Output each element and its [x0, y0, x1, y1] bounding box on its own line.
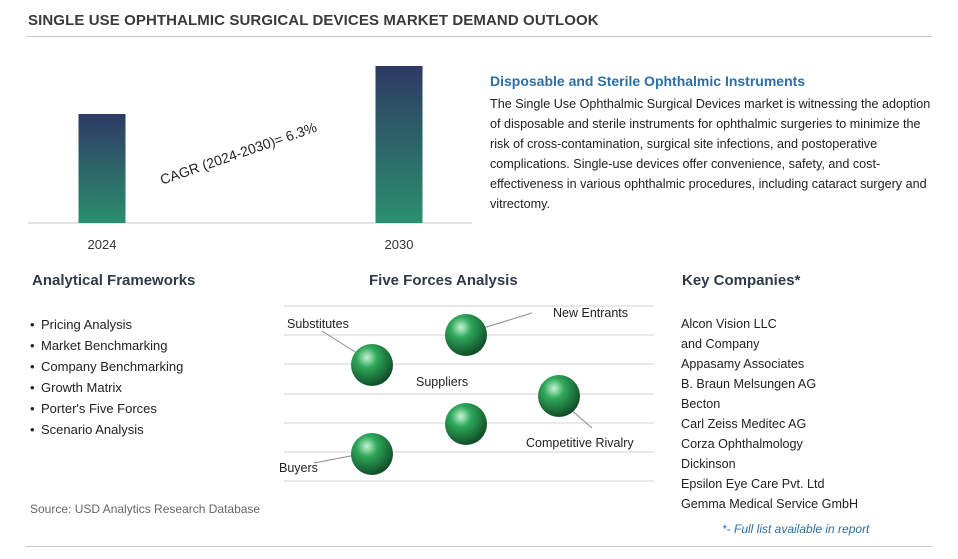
full-list-note: *- Full list available in report — [722, 522, 870, 536]
list-item: Dickinson — [681, 457, 736, 471]
header-divider — [26, 36, 932, 37]
list-item: Porter's Five Forces — [30, 398, 183, 419]
companies-heading: Key Companies* — [682, 272, 801, 289]
forces-gridlines — [284, 305, 654, 482]
list-item: Company Benchmarking — [30, 356, 183, 377]
x-tick-label: 2024 — [88, 237, 117, 252]
footer-divider — [26, 546, 932, 547]
competitive-rivalry-label: Competitive Rivalry — [526, 436, 634, 450]
list-item: Gemma Medical Service GmbH — [681, 497, 859, 511]
buyers-sphere — [351, 433, 393, 475]
description-body: The Single Use Ophthalmic Surgical Devic… — [490, 97, 931, 211]
growth-bar-chart: 2024 2030 CAGR (2024-2030)= 6.3% — [28, 66, 472, 252]
suppliers-label: Suppliers — [416, 375, 468, 389]
list-item: Carl Zeiss Meditec AG — [681, 417, 807, 431]
page-title: SINGLE USE OPHTHALMIC SURGICAL DEVICES M… — [28, 12, 599, 29]
five-forces-heading: Five Forces Analysis — [369, 272, 518, 289]
new-entrants-sphere — [445, 314, 487, 356]
buyers-label: Buyers — [279, 461, 318, 475]
substitutes-sphere — [351, 344, 393, 386]
list-item: Epsilon Eye Care Pvt. Ltd — [681, 477, 825, 491]
list-item: Becton — [681, 397, 721, 411]
list-item: Market Benchmarking — [30, 335, 183, 356]
list-item: Scenario Analysis — [30, 419, 183, 440]
cagr-annotation: CAGR (2024-2030)= 6.3% — [158, 119, 319, 188]
list-item: Pricing Analysis — [30, 314, 183, 335]
bar-2024 — [78, 113, 126, 223]
frameworks-heading: Analytical Frameworks — [32, 272, 196, 289]
bar-2030 — [375, 66, 423, 223]
x-tick-label: 2030 — [385, 237, 414, 252]
suppliers-sphere — [445, 403, 487, 445]
list-item: Growth Matrix — [30, 377, 183, 398]
description-heading: Disposable and Sterile Ophthalmic Instru… — [490, 73, 806, 89]
list-item: Appasamy Associates — [681, 357, 805, 371]
companies-list: Alcon Vision LLC and Company Appasamy As… — [681, 314, 858, 514]
list-item: and Company — [681, 337, 760, 351]
substitutes-label: Substitutes — [287, 317, 349, 331]
competitive-rivalry-sphere — [538, 375, 580, 417]
list-item: B. Braun Melsungen AG — [681, 377, 817, 391]
five-forces-diagram: Substitutes New Entrants Suppliers Compe… — [279, 305, 654, 482]
frameworks-list: Pricing Analysis Market Benchmarking Com… — [30, 314, 183, 440]
list-item: Alcon Vision LLC — [681, 317, 777, 331]
new-entrants-label: New Entrants — [553, 306, 628, 320]
source-note: Source: USD Analytics Research Database — [30, 502, 261, 516]
list-item: Corza Ophthalmology — [681, 437, 803, 451]
